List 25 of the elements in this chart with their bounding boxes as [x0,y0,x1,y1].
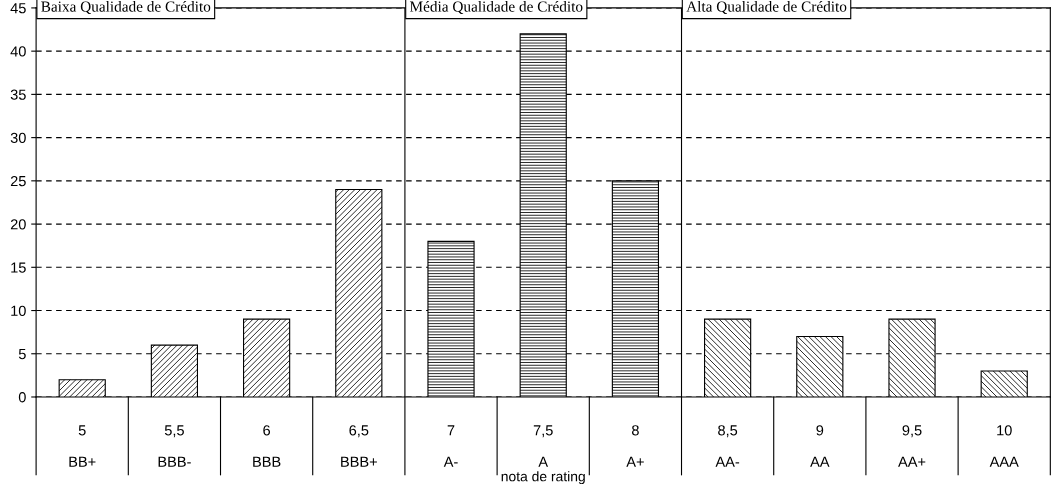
category-label: 7 A- [443,425,458,467]
category-label: 6 BBB [253,425,281,467]
y-tick-label: 40 [10,46,26,57]
category-label: 5,5 BBB- [158,425,191,467]
y-tick-label: 45 [10,3,26,14]
y-tick-label: 20 [10,219,26,230]
category-label: 10 AAA [989,425,1019,467]
x-axis-title: nota de rating [501,471,585,485]
annotation: Média Qualidade de Crédito [409,0,583,15]
annotation: Alta Qualidade de Crédito [686,0,847,15]
category-label: 7,5 A [533,425,553,467]
y-tick-label: 5 [18,349,26,360]
category-label: 8,5 AA- [715,425,740,467]
y-tick-label: 0 [18,392,26,403]
category-label: 8 A+ [626,425,644,467]
y-tick-label: 30 [10,132,26,144]
y-tick-label: 35 [10,89,26,100]
y-tick-label: 25 [10,175,26,187]
category-label: 9 AA [810,425,830,467]
annotation: Baixa Qualidade de Crédito [41,0,211,15]
y-tick-label: 10 [11,305,26,316]
y-tick-label: 15 [11,262,26,273]
category-label: 6,5 BBB+ [341,425,377,467]
category-label: 9,5 AA+ [898,425,926,467]
category-label: 5 BB+ [69,425,96,467]
